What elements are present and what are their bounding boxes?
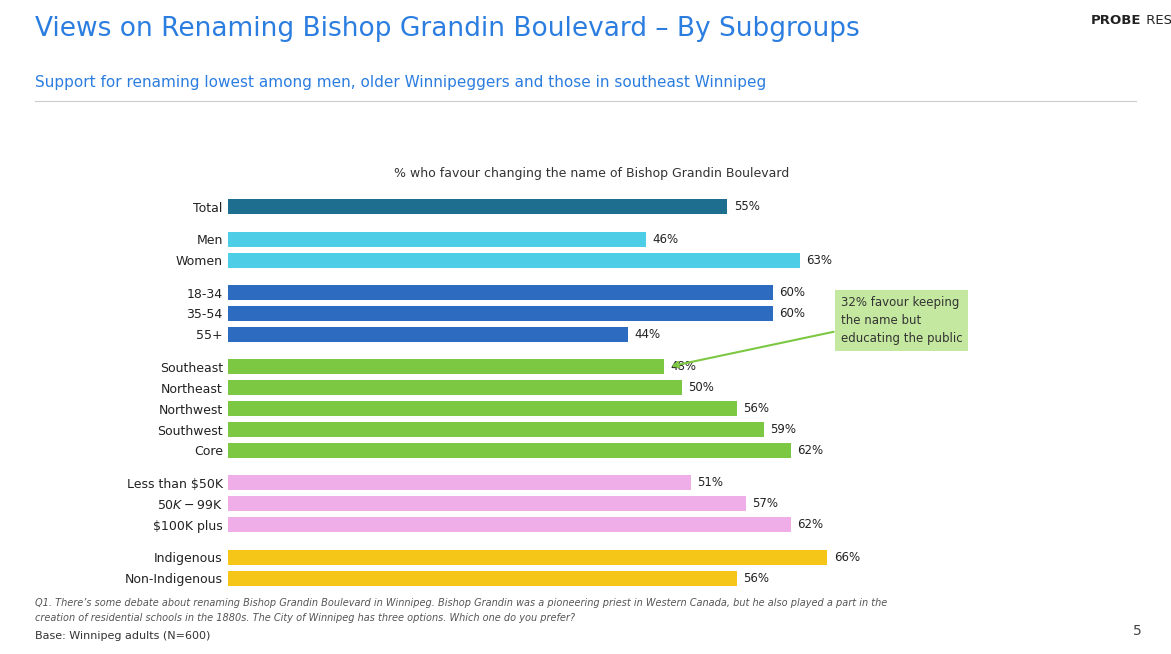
Text: 50%: 50% bbox=[689, 381, 714, 394]
Text: 51%: 51% bbox=[698, 476, 724, 489]
Text: 57%: 57% bbox=[752, 497, 778, 510]
Bar bbox=[228, 380, 682, 395]
Bar bbox=[228, 306, 773, 321]
Bar bbox=[228, 475, 691, 490]
Text: 60%: 60% bbox=[779, 286, 806, 299]
Text: PROBE: PROBE bbox=[1091, 14, 1142, 27]
Text: 55%: 55% bbox=[734, 200, 760, 213]
Text: 59%: 59% bbox=[771, 423, 796, 436]
Bar bbox=[228, 517, 792, 532]
Text: 56%: 56% bbox=[742, 572, 769, 585]
Bar bbox=[228, 549, 827, 564]
Text: 60%: 60% bbox=[779, 307, 806, 320]
Bar bbox=[228, 443, 792, 458]
Text: 56%: 56% bbox=[742, 402, 769, 415]
Text: Support for renaming lowest among men, older Winnipeggers and those in southeast: Support for renaming lowest among men, o… bbox=[35, 75, 766, 90]
Text: 44%: 44% bbox=[634, 328, 660, 341]
Text: 46%: 46% bbox=[652, 233, 678, 246]
Text: 48%: 48% bbox=[670, 360, 697, 373]
Text: Base: Winnipeg adults (N=600): Base: Winnipeg adults (N=600) bbox=[35, 631, 211, 641]
Text: 5: 5 bbox=[1134, 624, 1142, 638]
Bar bbox=[228, 496, 746, 511]
Bar bbox=[228, 199, 727, 215]
Bar bbox=[228, 327, 628, 342]
Text: 63%: 63% bbox=[807, 254, 833, 267]
Text: % who favour changing the name of Bishop Grandin Boulevard: % who favour changing the name of Bishop… bbox=[393, 167, 789, 180]
Text: 32% favour keeping
the name but
educating the public: 32% favour keeping the name but educatin… bbox=[841, 296, 963, 345]
Bar bbox=[228, 422, 763, 437]
Text: 66%: 66% bbox=[834, 551, 860, 564]
Text: RESEARCH INC.: RESEARCH INC. bbox=[1142, 14, 1171, 27]
Bar bbox=[228, 285, 773, 300]
Text: Q1. There’s some debate about renaming Bishop Grandin Boulevard in Winnipeg. Bis: Q1. There’s some debate about renaming B… bbox=[35, 598, 888, 608]
Text: Views on Renaming Bishop Grandin Boulevard – By Subgroups: Views on Renaming Bishop Grandin Bouleva… bbox=[35, 16, 860, 43]
Text: 62%: 62% bbox=[797, 518, 823, 531]
Bar bbox=[228, 401, 737, 416]
Bar bbox=[228, 570, 737, 585]
Text: 62%: 62% bbox=[797, 444, 823, 457]
Bar bbox=[228, 252, 800, 267]
Text: creation of residential schools in the 1880s. The City of Winnipeg has three opt: creation of residential schools in the 1… bbox=[35, 613, 575, 623]
Bar bbox=[228, 232, 645, 247]
Bar bbox=[228, 359, 664, 374]
